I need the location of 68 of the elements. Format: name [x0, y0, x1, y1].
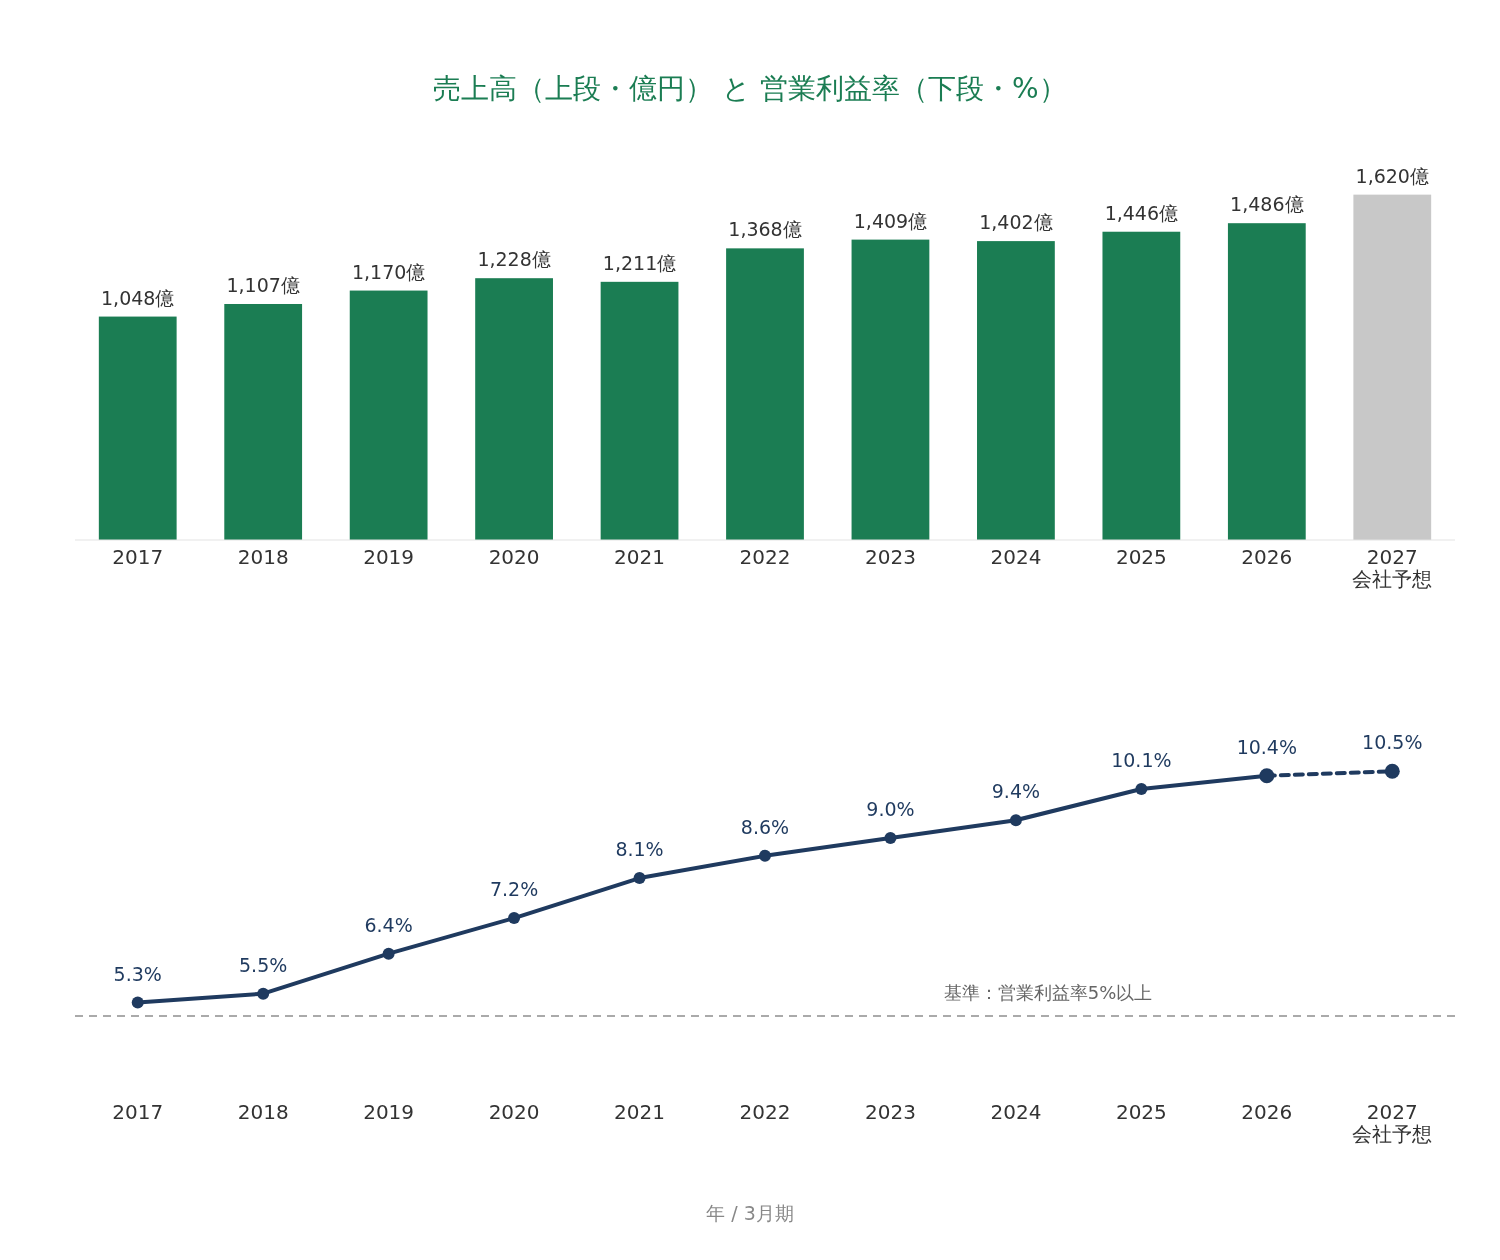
- bar: [349, 290, 428, 540]
- bar: [224, 304, 303, 540]
- x-tick-label: 2022: [739, 1100, 791, 1124]
- ref-line-label: 基準：営業利益率5%以上: [943, 981, 1153, 1003]
- data-label: 6.4%: [364, 913, 413, 936]
- point: [131, 996, 144, 1009]
- x-tick-label: 2020: [488, 545, 540, 569]
- point: [884, 831, 897, 844]
- data-label: 8.6%: [740, 815, 790, 838]
- chart-title: 売上高（上段・億円） と 営業利益率（下段・%）: [433, 72, 1067, 105]
- x-tick-label: 2027 会社予想: [1352, 1100, 1433, 1146]
- data-label: 1,402億: [979, 211, 1053, 234]
- x-tick-label: 2024: [990, 545, 1042, 569]
- x-tick-label: 2026: [1241, 1100, 1293, 1124]
- x-tick-label: 2019: [363, 1100, 415, 1124]
- data-label: 7.2%: [489, 878, 539, 901]
- point: [1384, 763, 1400, 779]
- data-label: 1,107億: [226, 274, 300, 296]
- data-label: 9.4%: [991, 780, 1041, 803]
- x-tick-label: 2027 会社予想: [1352, 545, 1433, 591]
- bar: [851, 239, 930, 540]
- data-label: 9.0%: [866, 797, 915, 820]
- data-label: 5.5%: [239, 953, 288, 976]
- data-label: 10.4%: [1236, 735, 1297, 758]
- bar: [726, 248, 804, 540]
- data-label: 8.1%: [615, 838, 664, 861]
- data-label: 1,228億: [477, 248, 551, 271]
- point: [382, 947, 395, 960]
- x-tick-label: 2025: [1115, 545, 1167, 569]
- data-label: 1,620億: [1355, 164, 1429, 187]
- x-tick-label: 2017: [112, 1100, 164, 1124]
- bar: [1102, 231, 1181, 540]
- data-label: 1,170億: [351, 260, 426, 283]
- data-label: 1,486億: [1230, 193, 1304, 216]
- bar: [600, 281, 679, 540]
- bar: [1353, 194, 1432, 540]
- x-tick-label: 2025: [1115, 1100, 1167, 1124]
- bar: [977, 241, 1055, 540]
- x-tick-label: 2021: [614, 545, 665, 569]
- data-label: 1,409億: [853, 209, 928, 232]
- x-tick-label: 2021: [614, 1100, 665, 1124]
- data-label: 1,446億: [1104, 201, 1179, 224]
- x-tick-label: 2018: [237, 545, 289, 569]
- x-tick-label: 2019: [363, 545, 415, 569]
- point: [257, 987, 270, 1000]
- data-label: 5.3%: [113, 962, 162, 985]
- data-label: 10.5%: [1362, 731, 1423, 754]
- x-tick-label: 2023: [865, 1100, 916, 1124]
- data-label: 1,368億: [728, 218, 802, 241]
- x-tick-label: 2017: [112, 545, 164, 569]
- bar: [475, 278, 553, 540]
- x-tick-label: 2018: [237, 1100, 289, 1124]
- x-tick-label: 2026: [1241, 545, 1293, 569]
- x-tick-label: 2023: [865, 545, 916, 569]
- point: [1135, 783, 1148, 796]
- x-tick-label: 2022: [739, 545, 791, 569]
- bar: [1227, 223, 1306, 540]
- data-label: 1,048億: [101, 286, 175, 309]
- x-tick-label: 2024: [990, 1100, 1042, 1124]
- x-axis-title: 年 / 3月期: [706, 1202, 794, 1224]
- x-tick-label: 2020: [488, 1100, 540, 1124]
- point: [759, 849, 771, 862]
- data-label: 1,211億: [602, 251, 677, 274]
- bar: [98, 316, 177, 540]
- point: [508, 912, 521, 925]
- data-label: 10.1%: [1111, 749, 1172, 772]
- point: [633, 872, 646, 885]
- point: [1009, 814, 1022, 827]
